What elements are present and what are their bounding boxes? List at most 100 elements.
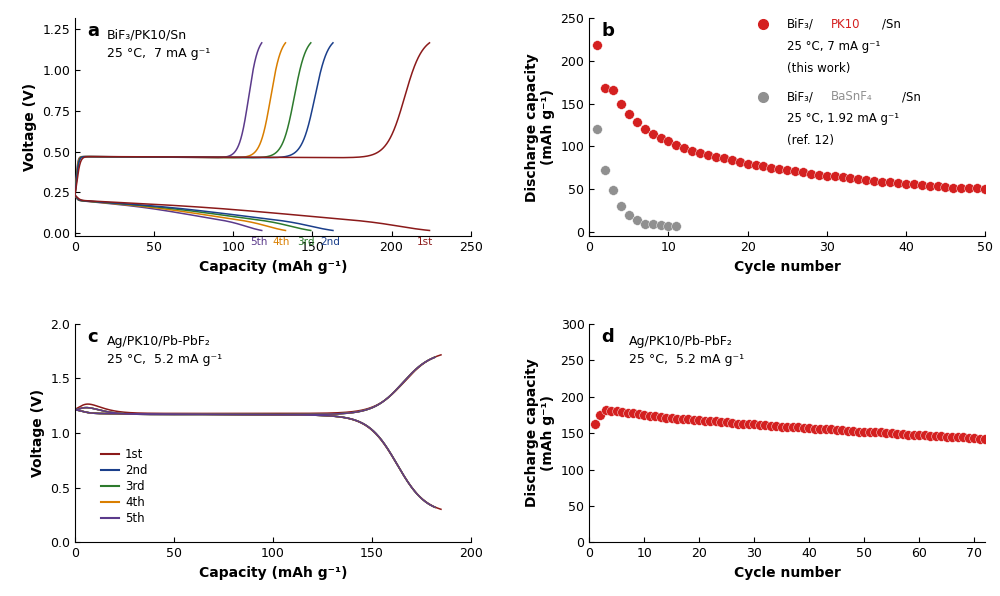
Point (851, 427, 867, 436)
Point (811, 170, 827, 179)
Point (961, 184, 977, 193)
Point (884, 429, 900, 438)
Text: BiF₃/: BiF₃/ (787, 18, 814, 31)
Point (653, 412, 669, 422)
Text: Ag/PK10/Pb-PbF₂
25 °C,  5.2 mA g⁻¹: Ag/PK10/Pb-PbF₂ 25 °C, 5.2 mA g⁻¹ (107, 335, 222, 366)
Point (900, 430, 916, 439)
Text: BiF₃/PK10/Sn
25 °C,  7 mA g⁻¹: BiF₃/PK10/Sn 25 °C, 7 mA g⁻¹ (107, 29, 210, 60)
Point (629, 117, 645, 127)
Point (757, 420, 773, 430)
Point (898, 179, 914, 189)
Y-axis label: Voltage (V): Voltage (V) (23, 83, 37, 171)
Point (716, 154, 732, 163)
Y-axis label: Discharge capacity
(mAh g⁻¹): Discharge capacity (mAh g⁻¹) (525, 359, 555, 507)
Point (748, 160, 764, 170)
Point (928, 432, 944, 441)
Point (621, 210, 637, 220)
X-axis label: Capacity (mAh g⁻¹): Capacity (mAh g⁻¹) (199, 260, 347, 274)
Point (597, 166, 613, 175)
Point (680, 414, 696, 424)
Point (856, 427, 872, 436)
Point (702, 417, 718, 426)
Point (922, 181, 938, 191)
Point (684, 146, 700, 156)
Text: /Sn: /Sn (902, 90, 921, 103)
Text: 5th: 5th (250, 237, 267, 247)
Point (735, 419, 751, 429)
Text: 3rd: 3rd (297, 237, 315, 247)
Point (587, 419, 603, 429)
Point (945, 183, 961, 193)
Point (668, 221, 684, 231)
Point (771, 164, 787, 173)
Point (862, 427, 878, 437)
Point (878, 429, 894, 438)
Text: 2nd: 2nd (320, 237, 340, 247)
Point (763, 421, 779, 430)
Point (614, 407, 630, 417)
Point (603, 406, 619, 415)
Point (752, 420, 768, 430)
Point (961, 433, 977, 443)
Point (597, 83, 613, 93)
Point (801, 423, 817, 433)
Point (637, 219, 653, 228)
Point (930, 181, 946, 191)
Text: b: b (601, 22, 614, 41)
Point (746, 420, 762, 429)
Text: /Sn: /Sn (882, 18, 901, 31)
Point (819, 171, 835, 181)
Point (895, 429, 911, 439)
Point (621, 109, 637, 119)
Point (660, 221, 676, 231)
Point (911, 430, 927, 440)
Text: 25 °C, 1.92 mA g⁻¹: 25 °C, 1.92 mA g⁻¹ (787, 112, 899, 125)
Point (950, 433, 966, 442)
Point (827, 172, 843, 181)
Point (779, 422, 795, 432)
Text: d: d (601, 328, 614, 346)
Point (645, 129, 661, 138)
Text: c: c (87, 328, 97, 346)
Point (933, 432, 949, 441)
Point (790, 423, 806, 432)
Text: 25 °C, 7 mA g⁻¹: 25 °C, 7 mA g⁻¹ (787, 40, 881, 53)
Point (686, 415, 702, 425)
Point (755, 162, 771, 171)
Point (874, 177, 890, 187)
Text: Ag/PK10/Pb-PbF₂
25 °C,  5.2 mA g⁻¹: Ag/PK10/Pb-PbF₂ 25 °C, 5.2 mA g⁻¹ (629, 335, 744, 366)
Point (835, 172, 851, 182)
Point (858, 175, 874, 185)
Point (917, 430, 933, 440)
Point (692, 148, 708, 158)
Point (969, 184, 985, 193)
Point (873, 427, 889, 437)
X-axis label: Cycle number: Cycle number (734, 566, 841, 580)
Point (937, 182, 953, 191)
Point (653, 221, 669, 230)
Point (625, 409, 641, 418)
Point (653, 133, 669, 142)
Point (966, 433, 982, 443)
Point (906, 430, 922, 439)
Point (708, 417, 724, 426)
Point (730, 419, 746, 429)
Point (823, 425, 839, 434)
Point (889, 429, 905, 439)
Point (840, 426, 856, 436)
Point (620, 408, 636, 417)
Point (645, 220, 661, 229)
Point (818, 425, 834, 434)
Point (845, 426, 861, 436)
Point (763, 163, 779, 173)
Point (629, 215, 645, 225)
Point (647, 412, 663, 421)
Text: a: a (87, 22, 99, 41)
Point (660, 136, 676, 146)
Y-axis label: Discharge capacity
(mAh g⁻¹): Discharge capacity (mAh g⁻¹) (525, 53, 555, 201)
Point (867, 427, 883, 437)
Point (787, 166, 803, 176)
Point (589, 125, 605, 134)
Point (807, 424, 823, 433)
Point (664, 413, 680, 423)
